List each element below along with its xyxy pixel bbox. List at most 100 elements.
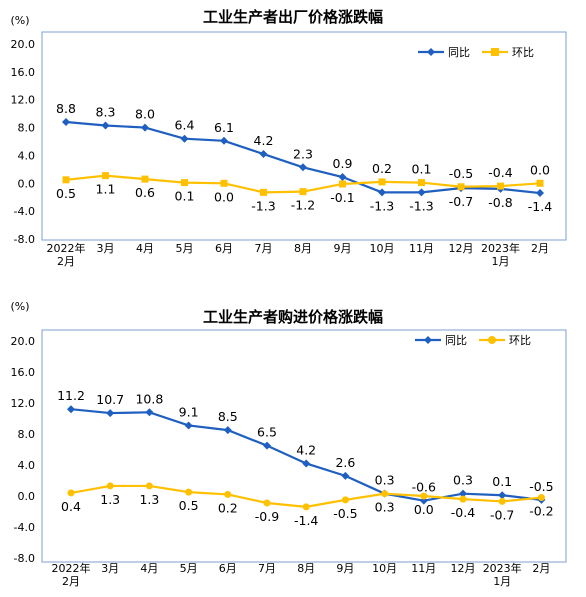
chart-ppi-output: 工业生产者出厂价格涨跌幅 (%) 20.0 16.0 12.0 8.0 4.0 0.0 -4.0… [0,0,586,298]
data-point-marker [220,179,228,187]
data-point-marker [302,503,310,511]
data-point-marker [339,180,346,188]
y-tick-label: 16.0 [11,366,36,379]
data-point-marker [223,426,232,435]
y-tick-label: -8.0 [14,552,35,565]
x-tick-label: 1月 [493,575,511,588]
data-point-marker [341,496,349,504]
data-point-marker [498,497,506,505]
data-label: -0.5 [529,479,553,494]
data-label: 0.0 [414,502,434,517]
x-tick-label: 3月 [97,242,115,255]
x-tick-label: 6月 [219,562,237,575]
data-point-marker [185,488,193,496]
data-label: -0.7 [449,194,473,209]
data-label: 0.3 [375,500,395,515]
data-label: -0.5 [333,506,357,521]
data-point-marker [381,490,389,498]
data-label: 0.3 [453,473,473,488]
chart-title: 工业生产者出厂价格涨跌幅 [203,8,383,26]
data-label: -0.1 [330,190,354,205]
x-tick-label: 9月 [336,562,354,575]
data-label: 6.5 [257,425,277,440]
x-tick-label: 1月 [492,255,510,268]
data-label: 4.2 [296,442,316,457]
data-point-marker [420,492,428,500]
x-tick-label: 12月 [451,562,476,575]
data-label: 4.2 [254,133,274,148]
legend-label: 同比 [445,334,467,347]
data-label: 0.3 [375,473,395,488]
x-tick-label: 7月 [258,562,276,575]
plot-frame [41,329,567,563]
data-label: -1.2 [291,198,315,213]
data-label: -0.7 [490,507,514,522]
legend-marker [427,48,435,56]
data-point-marker [378,188,386,197]
y-tick-label: 20.0 [11,38,36,51]
data-label: 8.5 [218,409,238,424]
data-label: -1.4 [294,513,318,528]
data-point-marker [145,482,153,490]
data-point-marker [224,490,232,498]
data-label: 9.1 [179,404,199,419]
y-tick-label: 0.0 [18,490,36,503]
x-tick-label: 11月 [411,562,436,575]
data-point-marker [417,188,426,197]
data-label: -0.5 [449,166,473,181]
x-tick-label: 5月 [176,242,194,255]
data-point-marker [459,489,467,498]
data-label: 0.1 [175,189,195,204]
plot-frame [41,31,567,241]
data-point-marker [180,134,189,143]
data-point-marker [457,183,465,191]
x-tick-label: 3月 [101,562,119,575]
data-label: 10.7 [96,392,124,407]
x-tick-label: 6月 [215,242,233,255]
y-axis-unit-label: (%) [10,14,29,27]
chart-ppi-purchase: 工业生产者购进价格涨跌幅 (%) 20.0 16.0 12.0 8.0 4.0 0.0 -4.0… [0,298,586,597]
data-point-marker [459,495,467,503]
legend-label: 环比 [509,334,531,347]
x-tick-label: 2023年 [481,241,520,255]
x-tick-label: 10月 [370,242,395,255]
x-tick-label: 8月 [294,242,312,255]
data-label: 6.1 [214,120,234,135]
data-point-marker [106,482,114,490]
legend-marker [491,48,499,56]
y-tick-label: 20.0 [11,335,36,348]
data-point-marker [260,188,267,196]
data-point-marker [101,121,110,130]
data-point-marker [184,421,193,430]
data-point-marker [67,489,75,497]
data-label: 0.6 [135,185,155,200]
y-tick-label: -4.0 [14,205,35,218]
data-label: -0.8 [488,195,512,210]
x-tick-label: 2月 [62,575,80,588]
data-label: 6.4 [175,118,195,133]
data-label: 2.3 [293,146,313,161]
data-point-marker [102,172,109,180]
chart-ppi-purchase-svg: 工业生产者购进价格涨跌幅 (%) 20.0 16.0 12.0 8.0 4.0 0.0 -4.0… [10,300,567,588]
data-label: -0.6 [412,480,436,495]
data-point-marker [259,150,268,159]
data-label: -1.3 [409,198,433,213]
x-tick-label: 2022年 [47,241,86,255]
data-label: -1.4 [528,199,552,214]
data-label: 0.1 [412,162,432,177]
data-point-marker [341,471,350,480]
data-point-marker [418,179,425,187]
x-tick-label: 4月 [140,562,158,575]
data-point-marker [67,405,75,414]
data-point-marker [537,494,545,502]
x-tick-label: 2023年 [483,561,522,575]
data-label: 0.0 [214,189,234,204]
legend-label: 环比 [512,46,534,59]
data-point-marker [62,118,70,126]
data-label: 0.0 [530,162,550,177]
data-point-marker [220,136,228,145]
data-label: 0.2 [372,161,392,176]
y-tick-label: -4.0 [14,521,35,534]
x-tick-label: 2月 [57,255,75,268]
data-point-marker [141,123,149,132]
